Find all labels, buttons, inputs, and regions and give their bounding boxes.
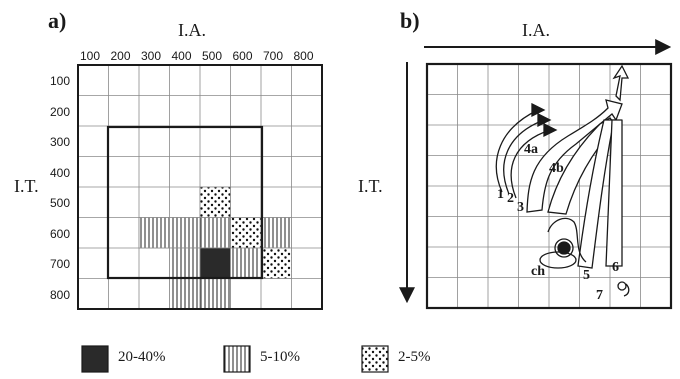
panel-a-inner-frame: [106, 125, 264, 280]
y-tick-label: 700: [50, 257, 71, 271]
path-label-7: 7: [596, 288, 603, 303]
shaded-cell-stripes: [169, 247, 201, 279]
panel-a-x-title: I.A.: [178, 20, 206, 40]
channel-origin: [557, 241, 571, 255]
x-tick-label: 200: [110, 49, 131, 63]
y-tick-label: 800: [50, 287, 71, 302]
panel-a-grid: [77, 64, 323, 310]
shaded-cell-solid: [199, 247, 231, 279]
y-tick-label: 600: [50, 226, 71, 241]
path-7-arrow: [612, 64, 630, 102]
panel-a-y-title: I.T.: [14, 176, 39, 196]
shaded-cell-stripes: [260, 217, 292, 249]
path-label-3: 3: [517, 200, 524, 215]
path-7-origin: [617, 281, 627, 291]
path-label-2: 2: [507, 191, 514, 206]
panel-b-label: b): [400, 8, 420, 33]
y-tick-label: 200: [50, 104, 71, 119]
legend-label-solid: 20-40%: [118, 349, 166, 365]
panel-b-grid: [425, 62, 673, 310]
legend-swatch-solid: [81, 345, 109, 373]
panel-b-y-title: I.T.: [358, 176, 383, 196]
x-tick-label: 100: [80, 49, 101, 63]
path-label-4a: 4a: [524, 142, 538, 157]
shaded-cell-dots: [199, 186, 231, 218]
path-2-arrow: [503, 119, 545, 195]
x-tick-label: 300: [141, 49, 162, 63]
shaded-cell-dots: [260, 247, 292, 279]
path-1-arrow: [495, 109, 539, 193]
panel-b-paths: [495, 64, 630, 297]
legend-label-dots: 2-5%: [398, 349, 431, 365]
shaded-cell-stripes: [199, 278, 231, 310]
y-tick-label: 400: [50, 165, 71, 180]
path-label-1: 1: [497, 187, 504, 202]
x-tick-label: 800: [293, 49, 314, 63]
path-6-arrow: [605, 119, 623, 267]
channel-curve: [547, 217, 587, 263]
panel-a-label: a): [48, 8, 67, 33]
y-tick-label: 300: [50, 135, 71, 149]
channel-ellipse: [539, 251, 577, 269]
path-label-ch: ch: [531, 264, 545, 279]
legend-swatch-stripes: [223, 345, 251, 373]
path-4a-arrow: [526, 99, 623, 213]
x-tick-label: 700: [263, 49, 284, 63]
legend-swatch-dots: [361, 345, 389, 373]
panel-b-x-title: I.A.: [522, 20, 550, 40]
panel-b-axes: [399, 39, 672, 304]
shaded-cell-dots: [230, 217, 262, 249]
legend-label-stripes: 5-10%: [260, 349, 300, 365]
path-label-5: 5: [583, 268, 590, 283]
path-label-6: 6: [612, 260, 619, 275]
shaded-cell-stripes: [199, 217, 231, 249]
x-tick-label: 400: [171, 49, 192, 63]
path-label-4b: 4b: [549, 161, 564, 176]
y-tick-label: 100: [50, 74, 71, 88]
path-3-arrow: [510, 129, 551, 199]
shaded-cell-stripes: [169, 278, 201, 310]
x-tick-label: 600: [232, 49, 253, 63]
shaded-cell-stripes: [230, 247, 262, 279]
x-tick-label: 500: [202, 49, 223, 63]
shaded-cell-stripes: [138, 217, 170, 249]
y-tick-label: 500: [50, 196, 71, 210]
shaded-cell-stripes: [169, 217, 201, 249]
